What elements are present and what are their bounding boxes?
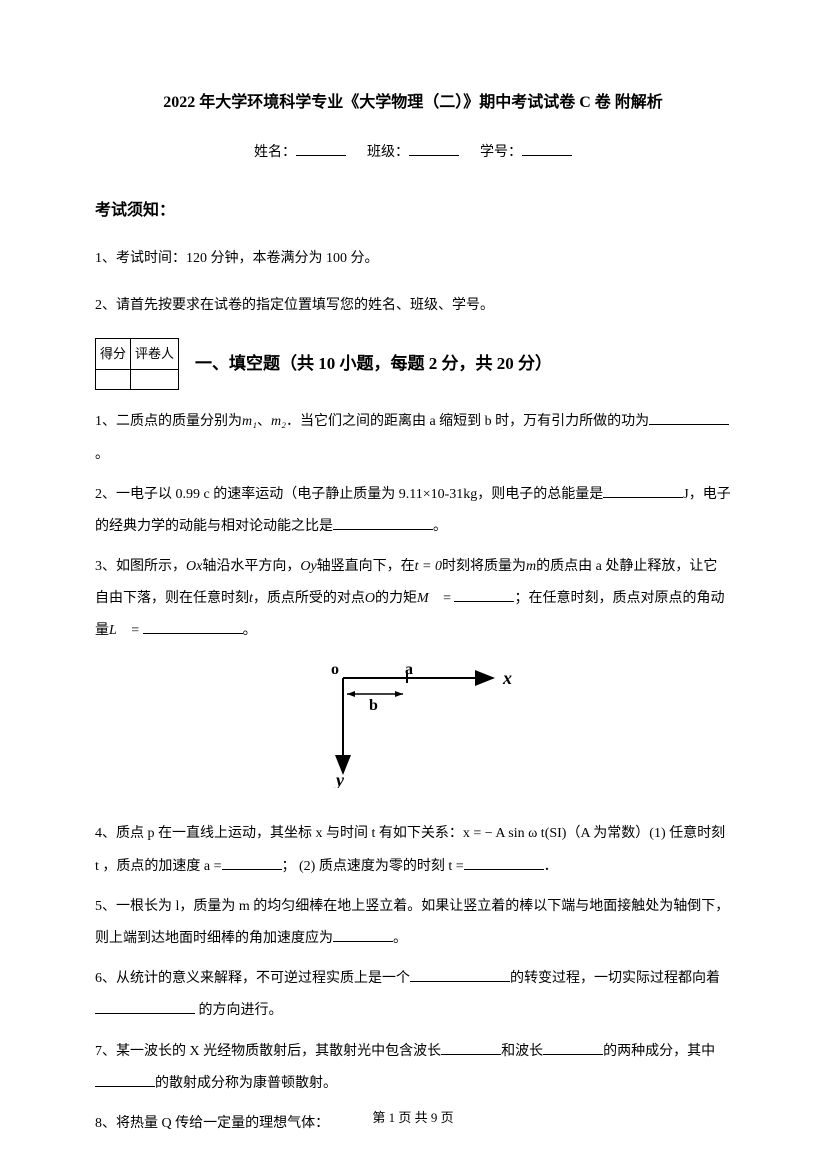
q6-blank-2[interactable] xyxy=(95,1000,195,1014)
section-1-row: 得分 评卷人 一、填空题（共 10 小题，每题 2 分，共 20 分） xyxy=(95,338,731,391)
score-header-score: 得分 xyxy=(96,338,131,370)
q5-pre: 5、一根长为 l，质量为 m 的均匀细棒在地上竖立着。如果让竖立着的棒以下端与地… xyxy=(95,899,729,946)
question-4: 4、质点 p 在一直线上运动，其坐标 x 与时间 t 有如下关系：x = − A… xyxy=(95,818,731,882)
footer-pre: 第 xyxy=(372,1110,388,1125)
question-5: 5、一根长为 l，质量为 m 的均匀细棒在地上竖立着。如果让竖立着的棒以下端与地… xyxy=(95,891,731,955)
q7-blank-1[interactable] xyxy=(441,1041,501,1055)
q3-pre: 3、如图所示， xyxy=(95,559,186,574)
q5-end: 。 xyxy=(393,931,407,946)
q4-blank-1[interactable] xyxy=(222,856,282,870)
q7-pre: 7、某一波长的 X 光经物质散射后，其散射光中包含波长 xyxy=(95,1044,441,1059)
q1-m1: m₁ xyxy=(242,414,257,429)
q1-sep: 、 xyxy=(257,414,271,429)
q3-ox: Ox xyxy=(186,559,202,574)
q3-end: 。 xyxy=(243,623,257,638)
q4-end: ． xyxy=(544,859,558,874)
score-table: 得分 评卷人 xyxy=(95,338,179,391)
q3-eq1: = xyxy=(440,591,455,606)
q4-blank-2[interactable] xyxy=(464,856,544,870)
q3-blank-1[interactable] xyxy=(454,588,514,602)
notice-1: 1、考试时间：120 分钟，本卷满分为 100 分。 xyxy=(95,244,731,275)
q4-pre: 4、质点 p 在一直线上运动，其坐标 x 与时间 t 有如下关系： xyxy=(95,826,463,841)
q7-blank-2[interactable] xyxy=(543,1041,603,1055)
q7-end: 的散射成分称为康普顿散射。 xyxy=(155,1076,337,1091)
name-label: 姓名： xyxy=(254,145,296,160)
label-x: x xyxy=(502,668,512,688)
q3-m3: 时刻将质量为 xyxy=(442,559,526,574)
q4-formula: x = − A sin ω t(SI) xyxy=(463,826,567,841)
id-label: 学号： xyxy=(480,145,522,160)
exam-title: 2022 年大学环境科学专业《大学物理（二）》期中考试试卷 C 卷 附解析 xyxy=(95,85,731,120)
score-header-grader: 评卷人 xyxy=(131,338,179,370)
q4-mid2: ； (2) 质点速度为零的时刻 t = xyxy=(282,859,464,874)
coordinate-diagram-svg: o a b x y xyxy=(303,658,523,788)
footer-mid: 页 共 xyxy=(395,1110,431,1125)
score-cell-grader[interactable] xyxy=(131,370,179,390)
question-3: 3、如图所示，Ox轴沿水平方向，Oy轴竖直向下，在t = 0时刻将质量为m的质点… xyxy=(95,551,731,648)
score-cell-score[interactable] xyxy=(96,370,131,390)
b-arrow-left xyxy=(347,691,355,697)
q3-oy: Oy xyxy=(300,559,316,574)
q2-blank-1[interactable] xyxy=(603,484,683,498)
q3-Lvec: L⃗ xyxy=(109,623,128,638)
q5-blank[interactable] xyxy=(333,928,393,942)
q6-end: 的方向进行。 xyxy=(195,1003,283,1018)
section-1-title: 一、填空题（共 10 小题，每题 2 分，共 20 分） xyxy=(195,345,552,382)
label-b: b xyxy=(369,697,378,714)
q1-text-pre: 1、二质点的质量分别为 xyxy=(95,414,242,429)
b-arrow-right xyxy=(395,691,403,697)
q3-m5: ，质点所受的对点 xyxy=(253,591,365,606)
student-info-row: 姓名： 班级： 学号： xyxy=(95,138,731,169)
q3-m1: 轴沿水平方向， xyxy=(202,559,300,574)
q3-diagram: o a b x y xyxy=(95,658,731,801)
id-blank[interactable] xyxy=(522,142,572,156)
q3-blank-2[interactable] xyxy=(143,620,243,634)
q7-blank-3[interactable] xyxy=(95,1073,155,1087)
label-y: y xyxy=(334,770,345,788)
label-o: o xyxy=(331,661,339,678)
q2-end: 。 xyxy=(433,519,447,534)
notice-2: 2、请首先按要求在试卷的指定位置填写您的姓名、班级、学号。 xyxy=(95,291,731,322)
question-7: 7、某一波长的 X 光经物质散射后，其散射光中包含波长 和波长 的两种成分，其中的散… xyxy=(95,1036,731,1100)
q3-m: m xyxy=(526,559,536,574)
q3-O: O xyxy=(365,591,375,606)
q6-pre: 6、从统计的意义来解释，不可逆过程实质上是一个 xyxy=(95,971,410,986)
q7-m2: 的两种成分，其中 xyxy=(603,1044,715,1059)
q1-blank[interactable] xyxy=(649,411,729,425)
q3-Mvec: M⃗ xyxy=(417,591,440,606)
q1-end: 。 xyxy=(95,447,109,462)
name-blank[interactable] xyxy=(296,142,346,156)
q2-blank-2[interactable] xyxy=(333,516,433,530)
q1-m2: m₂ xyxy=(271,414,286,429)
footer-post: 页 xyxy=(437,1110,453,1125)
q7-m1: 和波长 xyxy=(501,1044,543,1059)
q3-m6: 的力矩 xyxy=(375,591,417,606)
q3-t0: t = 0 xyxy=(415,559,442,574)
question-6: 6、从统计的意义来解释，不可逆过程实质上是一个 的转变过程，一切实际过程都向着 的… xyxy=(95,963,731,1027)
question-1: 1、二质点的质量分别为m₁、m₂．当它们之间的距离由 a 缩短到 b 时，万有引… xyxy=(95,406,731,470)
class-blank[interactable] xyxy=(409,142,459,156)
q3-m2: 轴竖直向下，在 xyxy=(317,559,415,574)
q3-eq2: = xyxy=(128,623,143,638)
q6-blank-1[interactable] xyxy=(410,968,510,982)
page-footer: 第 1 页 共 9 页 xyxy=(0,1104,826,1133)
notice-header: 考试须知： xyxy=(95,193,731,228)
question-2: 2、一电子以 0.99 c 的速率运动（电子静止质量为 9.11×10-31kg… xyxy=(95,479,731,543)
q1-text-post: ．当它们之间的距离由 a 缩短到 b 时，万有引力所做的功为 xyxy=(286,414,649,429)
q2-text-pre: 2、一电子以 0.99 c 的速率运动（电子静止质量为 9.11×10-31kg… xyxy=(95,487,603,502)
class-label: 班级： xyxy=(367,145,409,160)
q6-mid: 的转变过程，一切实际过程都向着 xyxy=(510,971,720,986)
